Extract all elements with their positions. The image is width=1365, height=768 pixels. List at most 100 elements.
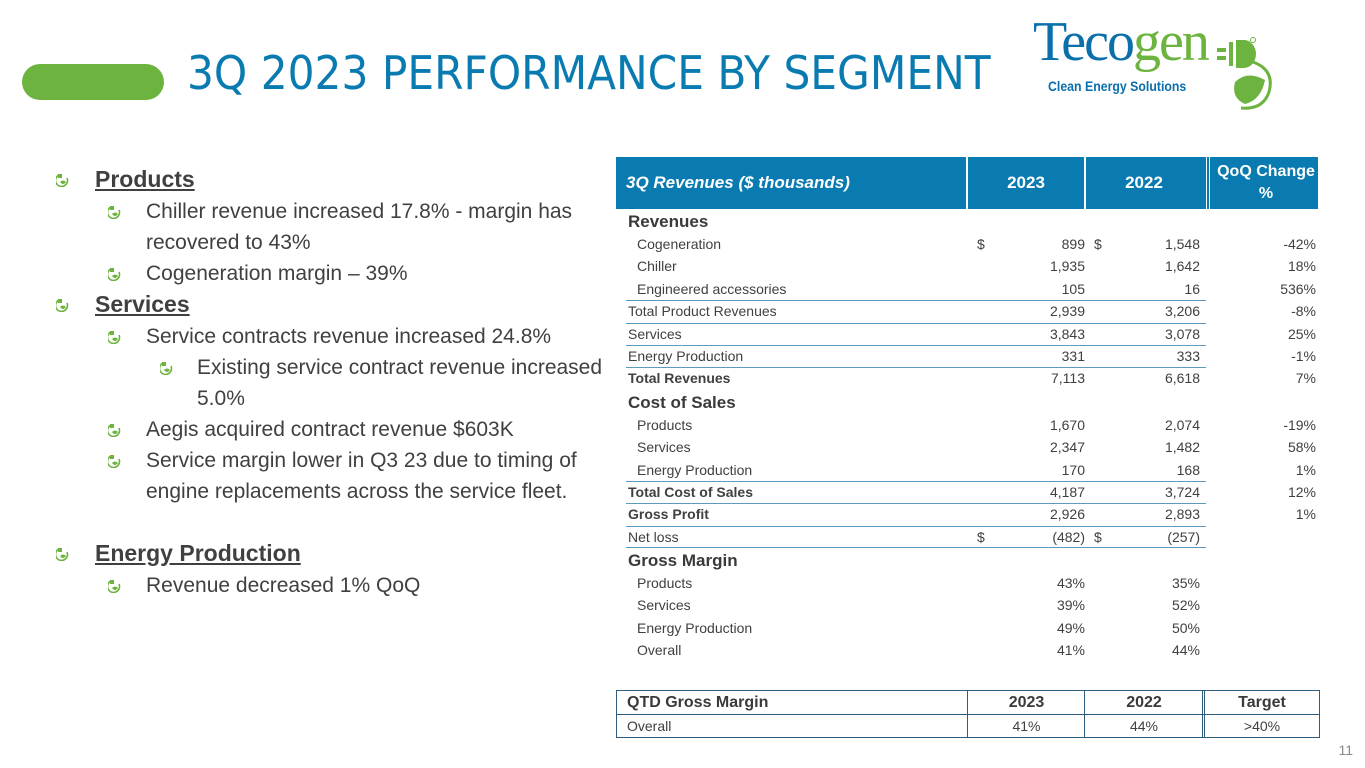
cell-2023: 2,926 <box>1049 506 1085 523</box>
cell-2023: 105 <box>1061 280 1085 297</box>
row-label: Energy Production <box>628 347 744 364</box>
table-row: Services 39% 52% <box>616 594 1318 616</box>
row-label: Total Cost of Sales <box>628 483 753 500</box>
cell-2023: 1,670 <box>1049 416 1085 433</box>
bullet-item: Service margin lower in Q3 23 due to tim… <box>52 445 612 507</box>
plug-leaf-bullet-icon <box>56 299 69 312</box>
table-row: Energy Production 331 333 -1% <box>616 344 1318 367</box>
cell-2023: 170 <box>1061 461 1085 478</box>
plug-leaf-bullet-icon <box>56 174 69 187</box>
bullet-item: Revenue decreased 1% QoQ <box>52 570 612 601</box>
cell-2023: 39% <box>1056 597 1085 614</box>
cell-2022: 168 <box>1176 461 1200 478</box>
cell-qoq-change: 1% <box>1295 461 1316 478</box>
cell-2022: 3,078 <box>1164 325 1200 342</box>
qtd-header-2022: 2022 <box>1084 691 1203 714</box>
qtd-header-2023: 2023 <box>967 691 1085 714</box>
cell-2022: 44% <box>1171 642 1200 659</box>
plug-leaf-bullet-icon <box>108 268 121 281</box>
logo-tagline: Clean Energy Solutions <box>1048 78 1187 94</box>
table-row: Cogeneration $899 $1,548 -42% <box>616 233 1318 255</box>
cell-2022: 16 <box>1184 280 1200 297</box>
cell-qoq-change: -8% <box>1291 303 1316 320</box>
header-qoq-change: QoQ Change % <box>1206 157 1322 209</box>
row-label: Energy Production <box>637 461 753 478</box>
table-row: Chiller 1,935 1,642 18% <box>616 255 1318 277</box>
row-label: Gross Profit <box>628 506 709 523</box>
bullet-item: Service contracts revenue increased 24.8… <box>52 321 612 352</box>
header-label: 3Q Revenues ($ thousands) <box>626 173 850 192</box>
row-label: Overall <box>637 642 682 659</box>
cell-qoq-change: 7% <box>1295 370 1316 387</box>
plug-leaf-bullet-icon <box>108 424 121 437</box>
cell-2023: 2,939 <box>1049 303 1085 320</box>
table-row: Engineered accessories 105 16 536% <box>616 278 1318 300</box>
spacer <box>52 507 612 538</box>
table-row: Net loss $ (482) $ (257) <box>616 525 1318 549</box>
table-row: Total Product Revenues 2,939 3,206 -8% <box>616 300 1318 322</box>
cell-2023: 7,113 <box>1051 370 1085 387</box>
cell-qoq-change: 1% <box>1295 506 1316 523</box>
cell-2023: 43% <box>1056 575 1085 592</box>
table-row: Total Cost of Sales 4,187 3,724 12% <box>616 480 1318 503</box>
bullet-services: Services <box>52 289 612 321</box>
company-logo: Tecogen Clean Energy Solutions <box>1030 12 1300 112</box>
plug-leaf-bullet-icon <box>108 455 121 468</box>
cell-qoq-change: 18% <box>1287 258 1316 275</box>
row-label: Chiller <box>637 258 677 275</box>
cell-qoq-change: 536% <box>1280 280 1316 297</box>
cell-2023: 1,935 <box>1049 258 1085 275</box>
page-number: 11 <box>1338 742 1353 758</box>
row-label: Products <box>637 575 693 592</box>
cell-qoq-change: 12% <box>1287 483 1316 500</box>
cell-2022: 1,642 <box>1164 258 1200 275</box>
table-row: Services 2,347 1,482 58% <box>616 436 1318 458</box>
revenue-table: 3Q Revenues ($ thousands) 2023 2022 QoQ … <box>616 157 1318 662</box>
qtd-cell-2023: 41% <box>967 715 1085 737</box>
currency-symbol-2023: $ <box>977 528 985 545</box>
cell-2023: 331 <box>1061 347 1085 364</box>
qtd-header-row: QTD Gross Margin 2023 2022 Target <box>617 691 1319 714</box>
currency-symbol-2023: $ <box>977 236 985 252</box>
currency-symbol-2022: $ <box>1094 236 1102 252</box>
table-row: Products 43% 35% <box>616 572 1318 594</box>
table-section-heading: Revenues <box>616 209 1318 233</box>
logo-wordmark: Tecogen <box>1033 11 1210 73</box>
cell-2022: 52% <box>1171 597 1200 614</box>
bullet-item: Existing service contract revenue increa… <box>52 352 612 414</box>
bullet-products: Products <box>52 164 612 196</box>
cell-2022: 35% <box>1171 575 1200 592</box>
row-label: Products <box>637 416 693 433</box>
qtd-gross-margin-table: QTD Gross Margin 2023 2022 Target Overal… <box>616 690 1320 738</box>
cell-2022: 333 <box>1176 347 1200 364</box>
cell-2022: 1,482 <box>1164 439 1200 456</box>
title-accent-pill <box>22 64 164 100</box>
qtd-row-overall: Overall 41% 44% >40% <box>617 714 1319 737</box>
qtd-cell-label: Overall <box>627 717 672 734</box>
cell-qoq-change: -19% <box>1283 416 1316 433</box>
row-label: Total Product Revenues <box>628 303 777 320</box>
table-row: Products 1,670 2,074 -19% <box>616 414 1318 436</box>
row-label: Services <box>637 439 691 456</box>
bullet-energy-production: Energy Production <box>52 538 612 570</box>
cell-2023: 4,187 <box>1049 483 1085 500</box>
revenue-table-header: 3Q Revenues ($ thousands) 2023 2022 QoQ … <box>616 157 1318 209</box>
cell-qoq-change: -1% <box>1291 347 1316 364</box>
cell-qoq-change: -42% <box>1283 236 1316 252</box>
row-label: Net loss <box>628 528 679 545</box>
plug-leaf-bullet-icon <box>108 331 121 344</box>
slide-title: 3Q 2023 PERFORMANCE BY SEGMENT <box>187 46 991 100</box>
bullet-item: Chiller revenue increased 17.8% - margin… <box>52 196 612 258</box>
cell-2022: 2,074 <box>1164 416 1200 433</box>
bullet-item: Cogeneration margin – 39% <box>52 258 612 289</box>
plug-leaf-bullet-icon <box>160 362 173 375</box>
cell-2023: (482) <box>1052 528 1085 545</box>
table-row: Total Revenues 7,113 6,618 7% <box>616 367 1318 389</box>
row-label: Total Revenues <box>628 370 731 387</box>
row-label: Revenues <box>628 212 709 231</box>
row-label: Engineered accessories <box>637 280 787 297</box>
table-row: Services 3,843 3,078 25% <box>616 322 1318 345</box>
cell-2022: 3,724 <box>1164 483 1200 500</box>
cell-2022: 2,893 <box>1164 506 1200 523</box>
cell-2022: 1,548 <box>1164 236 1200 252</box>
